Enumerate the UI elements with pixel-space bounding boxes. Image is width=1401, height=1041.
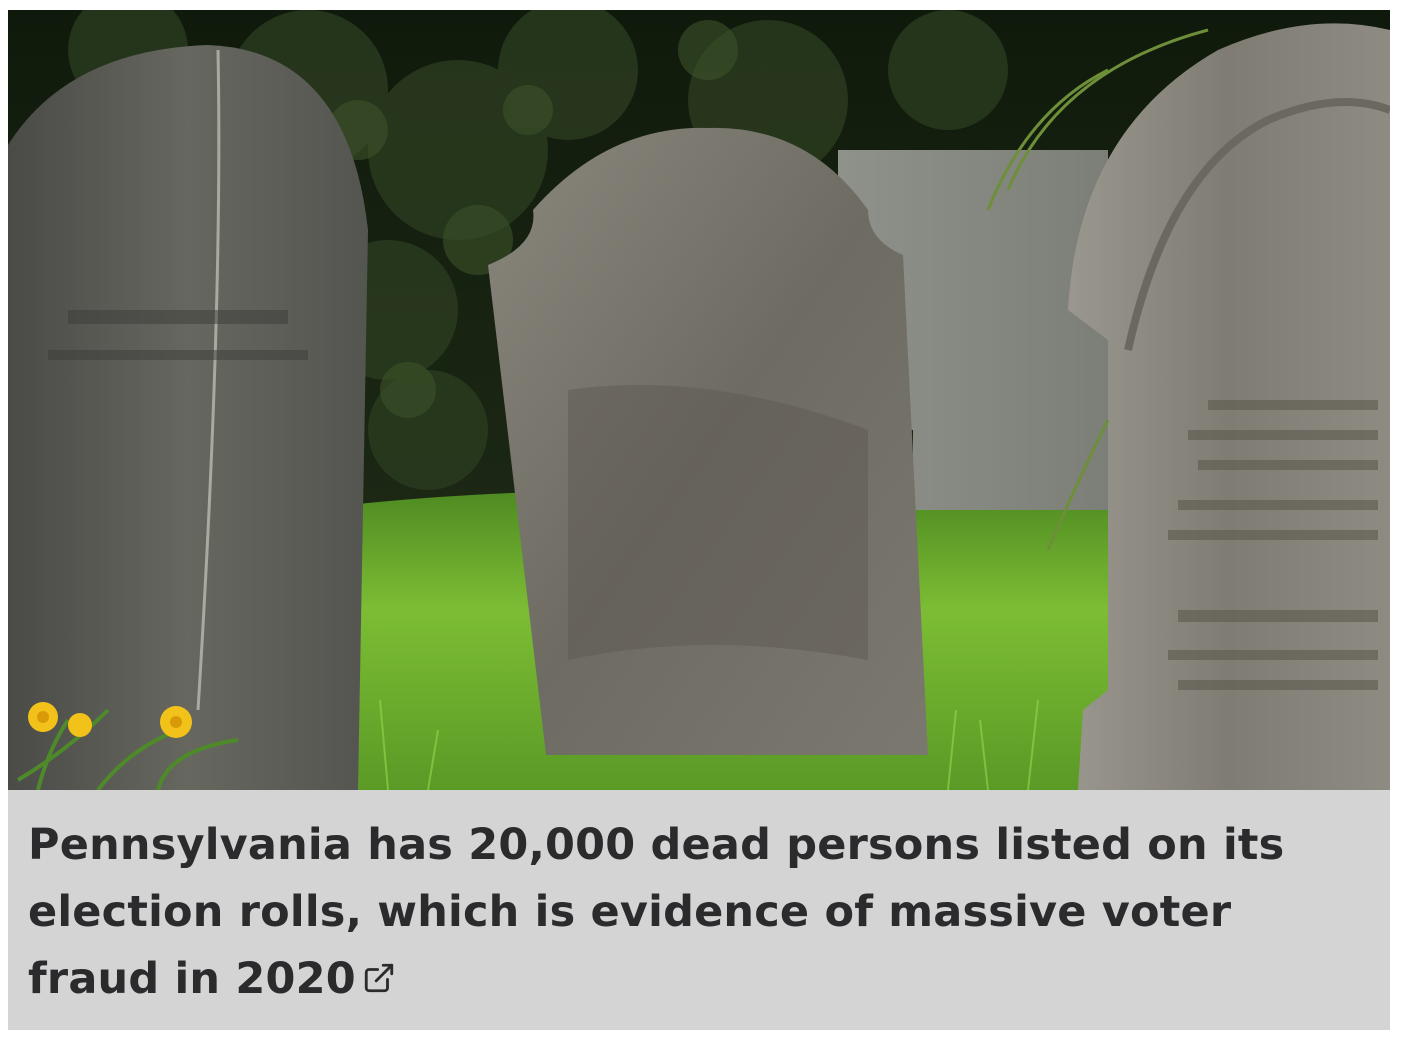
article-card[interactable]: Pennsylvania has 20,000 dead persons lis… <box>8 10 1390 1030</box>
article-caption: Pennsylvania has 20,000 dead persons lis… <box>8 790 1390 1030</box>
article-headline-link[interactable]: Pennsylvania has 20,000 dead persons lis… <box>28 812 1350 1013</box>
graveyard-photo <box>8 10 1390 790</box>
headline-text[interactable]: Pennsylvania has 20,000 dead persons lis… <box>28 820 1285 1004</box>
external-link-icon[interactable] <box>362 961 396 995</box>
